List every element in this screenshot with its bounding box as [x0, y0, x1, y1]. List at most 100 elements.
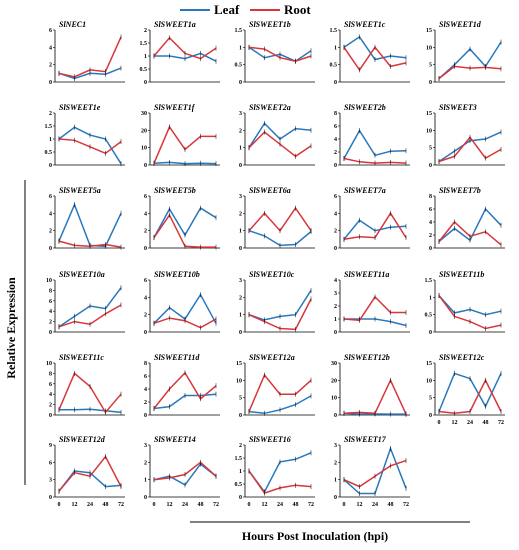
y-tick-label: 6 [144, 278, 147, 284]
y-tick-label: 3 [239, 111, 242, 117]
panel-title: SlSWEET1b [249, 20, 291, 29]
y-tick-label: 2 [49, 403, 52, 409]
panel-20: SlSWEET11c 0 2 4 6 8 10 [46, 353, 125, 419]
y-tick-label: 2 [49, 111, 52, 117]
series-leaf [58, 202, 122, 248]
series-root [343, 459, 407, 488]
x-tick-label: 48 [103, 502, 109, 508]
y-tick-label: 3 [239, 194, 242, 200]
panel-17: SlSWEET10c 0 1 2 3 [239, 270, 315, 336]
panel-8: SlSWEET2b 0 2 4 6 8 [334, 103, 410, 169]
y-tick-label: 5 [429, 396, 432, 402]
y-tick-label: 2 [144, 400, 147, 406]
y-tick-label: 6 [49, 194, 52, 200]
x-tick-label: 72 [498, 420, 504, 426]
panel-title: SlSWEET11c [59, 353, 104, 362]
x-tick-label: 24 [467, 420, 473, 426]
y-tick-label: 10 [426, 128, 432, 134]
y-tick-label: 4 [429, 220, 432, 226]
x-tick-label: 0 [248, 502, 251, 508]
series-root [153, 125, 216, 164]
y-tick-label: 0.5 [425, 313, 433, 319]
x-tick-label: 0 [58, 502, 61, 508]
y-tick-label: 0 [144, 330, 147, 336]
x-tick-label: 12 [72, 502, 78, 508]
y-tick-label: 0 [334, 246, 337, 252]
panel-title: SlSWEET10a [59, 270, 105, 279]
y-tick-label: 20 [141, 128, 147, 134]
panel-title: SlSWEET7b [439, 186, 481, 195]
x-tick-label: 72 [403, 502, 409, 508]
x-tick-label: 12 [262, 502, 268, 508]
y-tick-label: 0 [144, 413, 147, 419]
legend-leaf-label: Leaf [214, 2, 240, 17]
y-tick-label: 10 [46, 278, 52, 284]
y-tick-label: 0 [239, 163, 242, 169]
x-tick-label: 72 [118, 502, 124, 508]
panel-title: SlSWEET3 [439, 103, 477, 112]
y-tick-label: 0.5 [45, 150, 53, 156]
panel-13: SlSWEET7a 0 2 4 6 [334, 186, 410, 252]
x-tick-label: 24 [277, 502, 283, 508]
y-tick-label: 0.5 [330, 63, 338, 69]
y-tick-label: 0 [49, 330, 52, 336]
panel-16: SlSWEET10b 0 2 4 6 [144, 270, 220, 336]
y-tick-label: 1 [334, 478, 337, 484]
y-axis-title: Relative Expression [4, 277, 18, 379]
panel-2: SlSWEET1b 0 0.5 1 1.5 [235, 20, 315, 86]
panel-title: SlSWEET2b [344, 103, 386, 112]
y-tick-label: 30 [331, 361, 337, 367]
panel-title: SlSWEET11d [154, 353, 200, 362]
panel-title: SlSWEET10c [249, 270, 295, 279]
x-tick-label: 12 [357, 502, 363, 508]
panel-title: SlSWEET1e [59, 103, 101, 112]
panel-title: SlSWEET1c [344, 20, 386, 29]
y-tick-label: 0 [239, 330, 242, 336]
y-tick-label: 4 [144, 211, 147, 217]
y-tick-label: 2 [144, 28, 147, 34]
y-tick-label: 0 [239, 80, 242, 86]
legend: Leaf Root [180, 2, 311, 17]
panel-title: SlSWEET1d [439, 20, 482, 29]
y-tick-label: 0 [429, 330, 432, 336]
y-tick-label: 0 [429, 246, 432, 252]
y-tick-label: 5 [429, 146, 432, 152]
x-tick-label: 12 [452, 420, 458, 426]
panel-19: SlSWEET11b 0 0.5 1 1.5 [425, 270, 505, 336]
y-tick-label: 0 [49, 80, 52, 86]
legend-root-label: Root [284, 2, 311, 17]
panel-title: SlSWEET1f [154, 103, 196, 112]
y-tick-label: 4 [334, 278, 337, 284]
panel-12: SlSWEET6a 0 1 2 3 [239, 186, 315, 252]
panel-title: SlSWEET5a [59, 186, 101, 195]
series-leaf [343, 446, 407, 495]
panel-title: SlSWEET12a [249, 353, 295, 362]
x-tick-label: 72 [308, 502, 314, 508]
y-tick-label: 2 [239, 211, 242, 217]
y-tick-label: 2 [49, 320, 52, 326]
y-tick-label: 20 [331, 378, 337, 384]
x-tick-label: 24 [87, 502, 93, 508]
y-tick-label: 10 [426, 45, 432, 51]
y-tick-label: 0 [49, 163, 52, 169]
y-tick-label: 1.5 [235, 28, 243, 34]
x-tick-label: 12 [167, 502, 173, 508]
x-tick-label: 72 [213, 502, 219, 508]
y-tick-label: 0 [144, 495, 147, 501]
y-tick-label: 0 [429, 163, 432, 169]
x-tick-label: 24 [372, 502, 378, 508]
y-tick-label: 1 [429, 295, 432, 301]
series-root [153, 371, 217, 409]
panel-title: SlSWEET17 [344, 435, 387, 444]
y-tick-label: 10 [426, 378, 432, 384]
y-tick-label: 3 [49, 478, 52, 484]
y-tick-label: 4 [49, 392, 52, 398]
x-tick-label: 48 [388, 502, 394, 508]
y-tick-label: 10 [331, 396, 337, 402]
panel-title: SlSWEET10b [154, 270, 200, 279]
y-tick-label: 3 [334, 443, 337, 449]
panel-0: SlNEC1 0 2 4 6 [49, 20, 125, 86]
panel-23: SlSWEET12b 0 10 20 30 [331, 353, 410, 419]
panel-title: SlSWEET7a [344, 186, 386, 195]
